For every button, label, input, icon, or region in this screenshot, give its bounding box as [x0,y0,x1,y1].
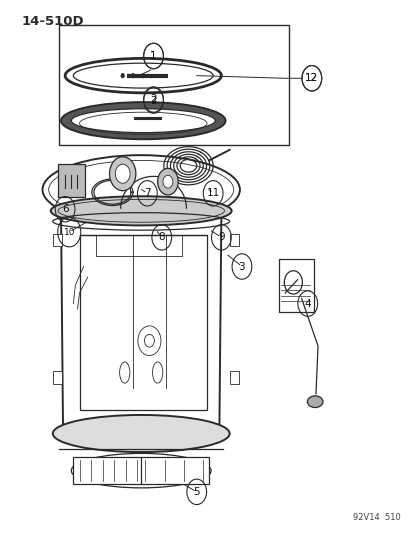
Ellipse shape [53,415,229,452]
Text: 11: 11 [206,188,219,198]
Bar [59,25,289,144]
Text: 4: 4 [304,298,310,309]
Circle shape [131,73,135,78]
Bar [278,259,313,312]
Ellipse shape [61,102,225,139]
Text: 9: 9 [218,232,224,243]
Text: 14-510D: 14-510D [22,14,84,28]
Text: 5: 5 [193,487,199,497]
Bar [73,457,209,484]
Circle shape [115,164,130,183]
Circle shape [141,73,145,78]
Circle shape [120,73,124,78]
Text: 6: 6 [62,204,68,214]
Circle shape [109,157,135,191]
Text: 1: 1 [150,51,157,61]
Circle shape [163,175,173,188]
Ellipse shape [152,362,162,383]
Text: 92V14  510: 92V14 510 [352,513,399,522]
Bar [229,233,238,246]
Text: 12: 12 [304,73,318,83]
Text: 10: 10 [63,228,75,237]
Bar [53,372,62,384]
Ellipse shape [306,396,322,408]
Text: 7: 7 [144,188,150,198]
Bar [53,233,62,246]
Text: 2: 2 [150,95,157,106]
Text: 1: 1 [150,51,157,61]
Circle shape [157,168,178,195]
Bar [79,235,206,410]
Text: 3: 3 [238,262,244,271]
Circle shape [138,326,161,356]
Text: 2: 2 [150,94,157,104]
Bar [229,372,238,384]
FancyBboxPatch shape [57,164,85,197]
Ellipse shape [51,196,231,225]
Ellipse shape [71,109,215,133]
Text: 12: 12 [304,73,318,83]
Ellipse shape [119,362,130,383]
Text: 8: 8 [158,232,165,243]
